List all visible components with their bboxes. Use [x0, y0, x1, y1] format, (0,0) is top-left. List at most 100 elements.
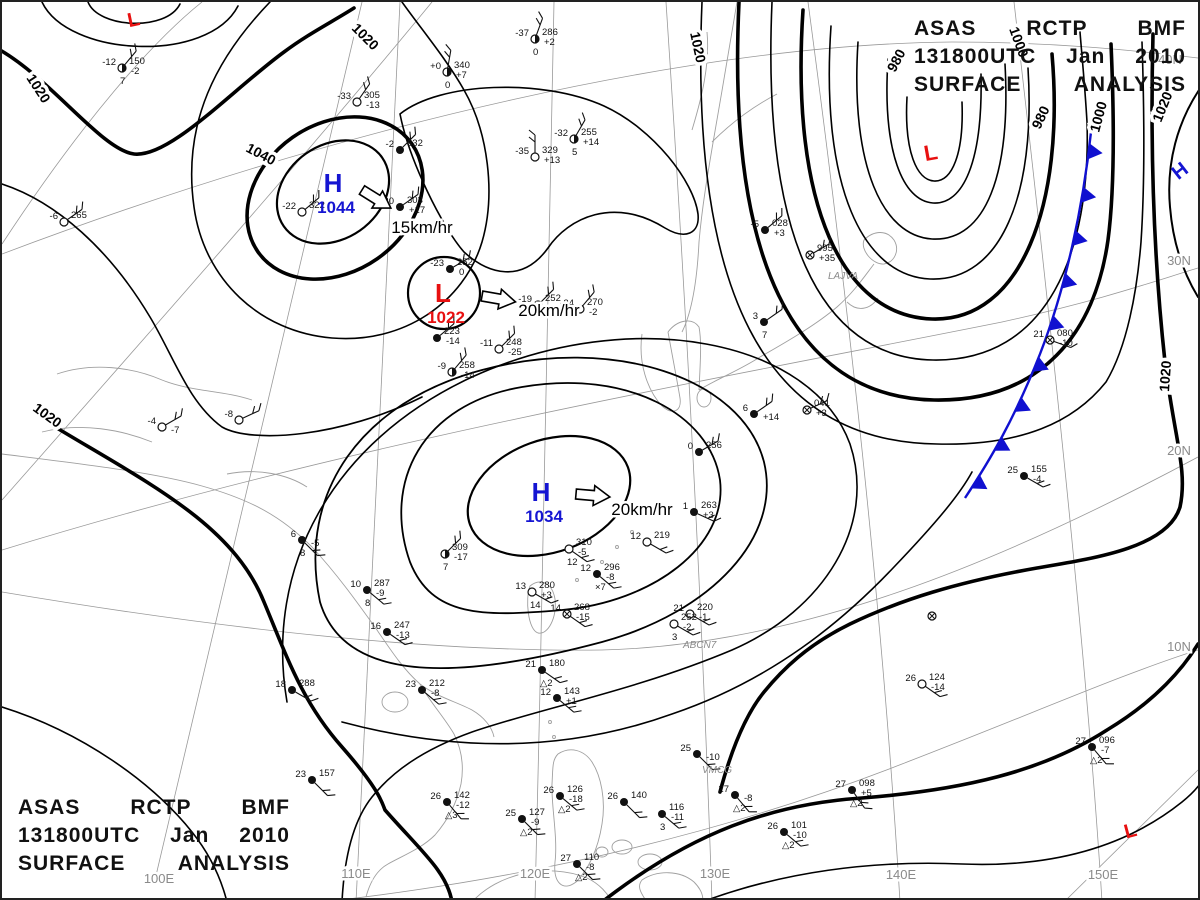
station-temp: -37 — [515, 28, 529, 39]
station-circle-half-fill — [535, 35, 539, 43]
station-temp: -9 — [438, 361, 446, 372]
station-tendency: -9 — [376, 588, 384, 599]
station-weather: ×7 — [595, 582, 606, 593]
station-pressure: 126 — [567, 784, 583, 795]
station-tendency: -13 — [396, 630, 410, 641]
isobar-value-label: 980 — [1028, 103, 1052, 131]
station-tendency: -4 — [1033, 474, 1041, 485]
station-plot: 21 080-10 — [1033, 328, 1078, 349]
station-circle-half-fill — [122, 64, 126, 72]
station-temp: 26 — [430, 791, 441, 802]
isobar-value-label: 1040 — [244, 140, 279, 169]
cold-front-triangle-icon — [994, 436, 1011, 451]
station-weather: 0 — [533, 47, 538, 58]
station-circle-open — [530, 152, 540, 162]
station-weather: 7 — [762, 330, 767, 341]
cold-front-triangle-icon — [1061, 273, 1078, 289]
station-pressure: 143 — [564, 686, 580, 697]
station-circle-filled — [593, 570, 601, 578]
station-pressure: 157 — [319, 768, 335, 779]
station-circle-filled — [750, 410, 758, 418]
wind-barb — [524, 821, 546, 836]
wind-barb — [402, 126, 417, 148]
station-circle-filled — [1020, 472, 1028, 480]
station-circle-open — [157, 422, 167, 432]
station-plot: 25 -10 — [680, 743, 721, 771]
station-plot: 12 219 — [630, 530, 674, 554]
motion-speed-label: 15km/hr — [391, 218, 453, 237]
lat-lon-labels: 40N 30N 20N 10N 100E 110E 120E 130E 140E 150E — [141, 50, 1193, 889]
wind-barb — [304, 542, 326, 557]
title-word: BMF — [1137, 17, 1186, 40]
title-word: 2010 — [1135, 45, 1186, 68]
title-word: 131800UTC — [18, 824, 141, 847]
wind-barb — [699, 756, 721, 771]
station-temp: 27 — [560, 853, 571, 864]
station-plot — [927, 611, 937, 621]
station-plot: +0 340+7 0 — [430, 44, 470, 91]
station-temp: 26 — [607, 791, 618, 802]
station-circle-filled — [620, 798, 628, 806]
station-plot: -9 258-14 — [438, 347, 475, 381]
station-plot: -4 -7 — [148, 408, 183, 436]
station-pressure: 247 — [394, 620, 410, 631]
wind-barb — [767, 208, 783, 228]
title-block-top-right: ASAS RCTP BMF 131800UTC Jan 2010 SURFACE ANAL… — [914, 15, 1186, 99]
station-pressure: 287 — [374, 578, 390, 589]
station-pressure: 098 — [859, 778, 875, 789]
station-pressure: 096 — [1099, 735, 1115, 746]
wind-barb — [314, 782, 336, 797]
wind-barb — [304, 190, 320, 210]
station-pressure: 303 — [407, 195, 423, 206]
wind-barb — [369, 592, 392, 605]
station-circle-filled — [308, 776, 316, 784]
station-temp: -8 — [225, 409, 233, 420]
wind-barb — [677, 625, 701, 636]
wind-barb — [535, 11, 544, 36]
station-circle-filled — [690, 508, 698, 516]
wind-barb — [454, 347, 467, 370]
station-tendency: -2 — [683, 622, 691, 633]
station-tendency: -2 — [589, 307, 597, 318]
cold-front-triangles — [971, 143, 1103, 490]
station-plot: -19 252 — [518, 281, 561, 310]
station-tendency: -13 — [366, 100, 380, 111]
wind-barb — [124, 43, 137, 66]
title-block-bottom-left: ASAS RCTP BMF 131800UTC Jan 2010 SURFACE ANAL… — [18, 794, 290, 878]
graticule-label: 10N — [1167, 639, 1191, 654]
station-plot: 26 142-12△3 — [430, 790, 469, 821]
station-plot: 14 268-15 — [550, 602, 593, 628]
title-word: 131800UTC — [914, 45, 1037, 68]
station-circle-open — [234, 415, 244, 425]
graticule-label: 20N — [1167, 443, 1191, 458]
station-temp: 1 — [683, 501, 688, 512]
wind-barb — [737, 797, 757, 813]
station-pressure: 340 — [454, 60, 470, 71]
high-center-letter: H — [324, 168, 343, 198]
station-circle-filled — [518, 815, 526, 823]
wind-barb — [295, 691, 319, 702]
station-temp: -19 — [518, 294, 532, 305]
station-tendency: -17 — [454, 552, 468, 563]
station-circle-filled — [363, 586, 371, 594]
station-circle-filled — [418, 686, 426, 694]
station-tendency: +3 — [774, 228, 785, 239]
station-plot: 6 +14 — [743, 393, 779, 423]
station-tendency: +3 — [703, 510, 714, 521]
title-line-1: ASAS RCTP BMF — [914, 15, 1186, 43]
station-plot: 26 101-10△2 — [767, 820, 809, 851]
station-tendency: +3 — [541, 590, 552, 601]
station-circle-open — [59, 217, 69, 227]
cold-front-triangle-icon — [1072, 230, 1088, 246]
graticule-label: 120E — [520, 866, 551, 881]
station-otimes-cross — [807, 252, 813, 258]
station-pressure: 265 — [71, 210, 87, 221]
wind-barb — [664, 816, 687, 829]
title-line-2: 131800UTC Jan 2010 — [914, 43, 1186, 71]
station-temp: 26 — [543, 785, 554, 796]
station-otimes-cross — [929, 613, 935, 619]
station-tendency: +17 — [409, 205, 425, 216]
station-temp: 10 — [350, 579, 361, 590]
station-weather: 7 — [120, 76, 125, 87]
